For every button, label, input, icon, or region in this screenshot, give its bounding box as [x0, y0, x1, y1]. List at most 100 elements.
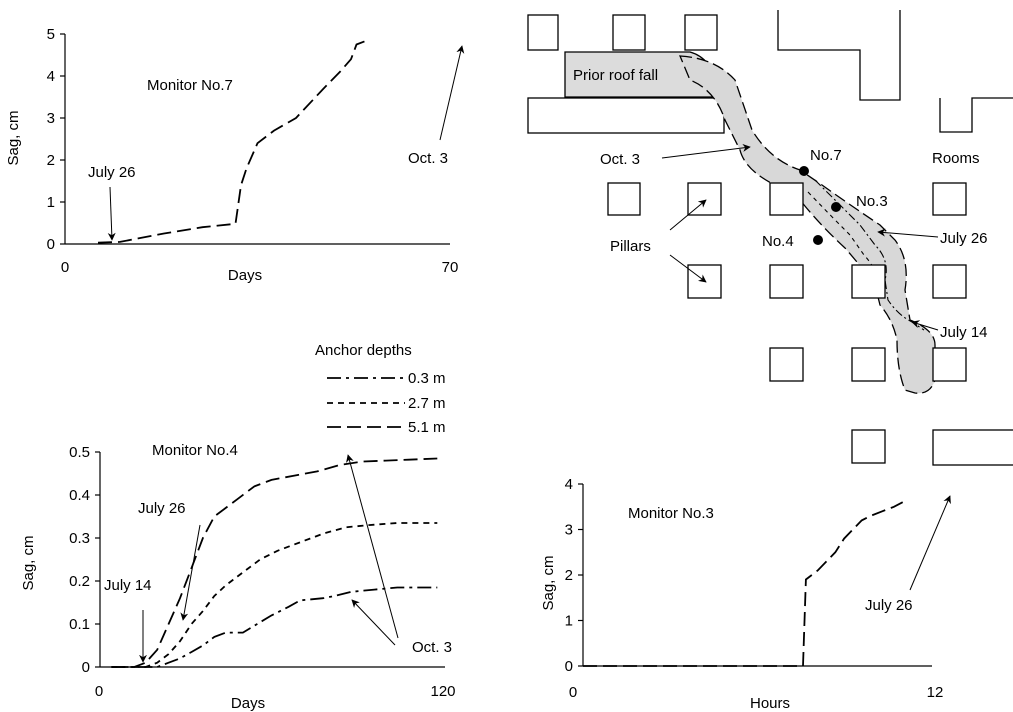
annotation-oct3: Oct. 3: [408, 150, 448, 167]
x-axis-label: Days: [231, 695, 265, 712]
pillar: [851, 429, 886, 464]
monitor7-chart: 0 1 2 3 4 5 0 70 Monitor No.7 Days Sag, cm Ju…: [5, 26, 465, 284]
y-tick-label: 3: [47, 110, 55, 127]
y-tick-label: 0.2: [69, 573, 90, 590]
pillar: [607, 182, 641, 216]
legend-label-1: 2.7 m: [408, 395, 446, 412]
chart-title: Monitor No.3: [628, 505, 714, 522]
annotation-oct3: Oct. 3: [412, 639, 452, 656]
room-outline: [777, 10, 901, 101]
y-axis-label: Sag, cm: [5, 110, 22, 165]
y-tick-label: 4: [47, 68, 55, 85]
y-ticks: 0 1 2 3 4: [565, 476, 583, 675]
monitor-no3-point: [831, 202, 841, 212]
series-line-0: [583, 501, 904, 667]
pillar: [612, 14, 646, 51]
legend: Anchor depths 0.3 m 2.7 m 5.1 m: [315, 342, 446, 436]
y-ticks: 0 0.1 0.2 0.3 0.4 0.5: [69, 444, 100, 676]
pillar: [687, 182, 722, 216]
y-axis-label: Sag, cm: [540, 555, 557, 610]
annotation-arrow: [877, 228, 939, 238]
annotation-arrow: [669, 254, 707, 283]
label-july14: July 14: [940, 324, 988, 341]
monitor4-chart: 0 0.1 0.2 0.3 0.4 0.5 0 120 Monitor No.4 Days…: [20, 342, 456, 712]
y-tick-label: 0.1: [69, 616, 90, 633]
x-tick-label: 120: [430, 683, 455, 700]
annotation-july26: July 26: [865, 597, 913, 614]
pillar: [769, 347, 804, 382]
annotation-arrow: [661, 143, 751, 159]
x-tick-label: 12: [927, 684, 944, 701]
x-tick-label: 0: [61, 259, 69, 276]
y-tick-label: 0.5: [69, 444, 90, 461]
y-tick-label: 1: [565, 613, 573, 630]
pillar: [684, 14, 718, 51]
chart-title: Monitor No.4: [152, 442, 238, 459]
pillar: [932, 264, 967, 299]
x-axis-label: Days: [228, 267, 262, 284]
y-tick-label: 5: [47, 26, 55, 43]
y-axis-label: Sag, cm: [20, 535, 37, 590]
label-july26: July 26: [940, 230, 988, 247]
series-group: [111, 457, 438, 668]
monitor-no4-point: [813, 235, 823, 245]
pillar: [851, 347, 886, 382]
room-block: [527, 97, 725, 134]
annotation-july26: July 26: [88, 164, 136, 181]
annotation-july14: July 14: [104, 577, 152, 594]
legend-label-2: 5.1 m: [408, 419, 446, 436]
label-oct3: Oct. 3: [600, 151, 640, 168]
series-line-0: [111, 586, 438, 668]
annotation-arrow: [911, 320, 939, 331]
fall-zone-inner: [807, 191, 881, 291]
annotation-july26: July 26: [138, 500, 186, 517]
y-tick-label: 2: [565, 567, 573, 584]
series-line-1: [111, 522, 438, 668]
room-outline: [939, 97, 1013, 133]
y-tick-label: 2: [47, 152, 55, 169]
y-tick-label: 4: [565, 476, 573, 493]
pillar: [851, 264, 886, 299]
annotation-arrow: [669, 199, 707, 231]
series-group: [583, 501, 904, 667]
x-tick-label: 0: [569, 684, 577, 701]
y-tick-label: 0: [82, 659, 90, 676]
label-rooms: Rooms: [932, 150, 980, 167]
y-tick-label: 1: [47, 194, 55, 211]
y-tick-label: 0: [565, 658, 573, 675]
label-prior-roof-fall: Prior roof fall: [573, 67, 658, 84]
annotation-arrow: [107, 186, 116, 241]
y-tick-label: 3: [565, 522, 573, 539]
label-no3: No.3: [856, 193, 888, 210]
y-tick-label: 0: [47, 236, 55, 253]
chart-title: Monitor No.7: [147, 77, 233, 94]
pillar: [932, 347, 967, 382]
y-tick-label: 0.3: [69, 530, 90, 547]
label-pillars: Pillars: [610, 238, 651, 255]
pillar: [687, 264, 722, 299]
pillar: [769, 264, 804, 299]
legend-label-0: 0.3 m: [408, 370, 446, 387]
annotation-arrow: [351, 599, 396, 646]
pillar: [527, 14, 559, 51]
label-no7: No.7: [810, 147, 842, 164]
mine-plan-map: Prior roof fall Oct. 3 No.7 Rooms No.3 N…: [527, 10, 1013, 466]
y-ticks: 0 1 2 3 4 5: [47, 26, 65, 253]
series-group: [97, 39, 368, 244]
x-tick-label: 0: [95, 683, 103, 700]
x-axis-label: Hours: [750, 695, 790, 712]
series-line-0: [97, 39, 368, 244]
pillar: [932, 182, 967, 216]
label-no4: No.4: [762, 233, 794, 250]
x-tick-label: 70: [442, 259, 459, 276]
room-block: [932, 429, 1013, 466]
monitor-no7-point: [799, 166, 809, 176]
annotation-arrow: [439, 45, 465, 141]
series-line-2: [111, 457, 438, 668]
pillar: [769, 182, 804, 216]
annotation-arrow: [346, 454, 399, 639]
fall-zone-inner: [814, 179, 925, 331]
legend-title: Anchor depths: [315, 342, 412, 359]
